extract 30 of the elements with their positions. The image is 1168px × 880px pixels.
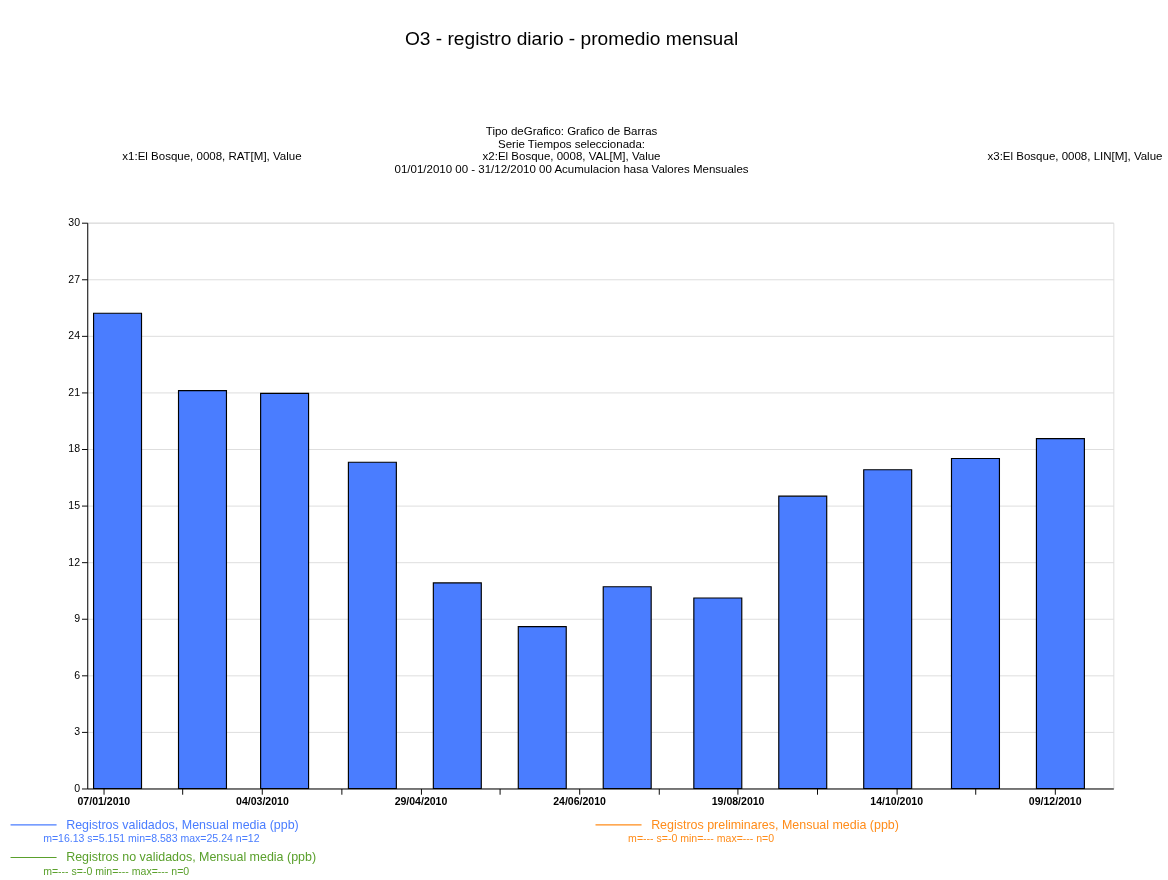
- x-tick-label: 24/06/2010: [553, 795, 607, 808]
- y-tick-label: 27: [68, 272, 81, 285]
- text: m=--- s=-0 min=--- max=--- n=0: [628, 832, 775, 845]
- y-tick-label: 24: [68, 329, 81, 342]
- legend-label: Registros validados, Mensual media (ppb): [66, 817, 299, 832]
- text: x2:El Bosque, 0008, VAL[M], Value: [482, 150, 661, 163]
- text: x3:El Bosque, 0008, LIN[M], Value: [987, 150, 1163, 163]
- y-tick-label: 15: [68, 498, 81, 511]
- legend-label: Registros preliminares, Mensual media (ppb): [651, 817, 899, 832]
- x-tick-label: 19/08/2010: [711, 795, 765, 808]
- y-tick-label: 9: [74, 612, 81, 625]
- x-tick-label: 07/01/2010: [77, 795, 131, 808]
- text: m=--- s=-0 min=--- max=--- n=0: [43, 864, 190, 877]
- legend-label: Registros no validados, Mensual media (ppb): [66, 850, 317, 865]
- text: m=16.13 s=5.151 min=8.583 max=25.24 n=12: [43, 832, 260, 845]
- text: x1:El Bosque, 0008, RAT[M], Value: [122, 150, 302, 163]
- x-tick-label: 14/10/2010: [870, 795, 924, 808]
- y-tick-label: 6: [74, 668, 81, 681]
- text: 01/01/2010 00 - 31/12/2010 00 Acumulacion hasa Valores Mensuales: [394, 162, 749, 175]
- chart-subtitle: Tipo deGrafico: Grafico de Barras Serie Tiempos seleccionada:: [485, 125, 658, 150]
- y-tick-label: 21: [68, 385, 81, 398]
- x-tick-label: 29/04/2010: [394, 795, 448, 808]
- y-tick-label: 0: [74, 781, 81, 794]
- y-tick-label: 12: [68, 555, 81, 568]
- y-tick-label: 30: [68, 216, 81, 229]
- y-tick-label: 18: [68, 442, 81, 455]
- chart-title: O3 - registro diario - promedio mensual: [404, 28, 739, 50]
- x-tick-label: 09/12/2010: [1028, 795, 1082, 808]
- y-tick-label: 3: [74, 725, 81, 738]
- x-tick-label: 04/03/2010: [236, 795, 289, 808]
